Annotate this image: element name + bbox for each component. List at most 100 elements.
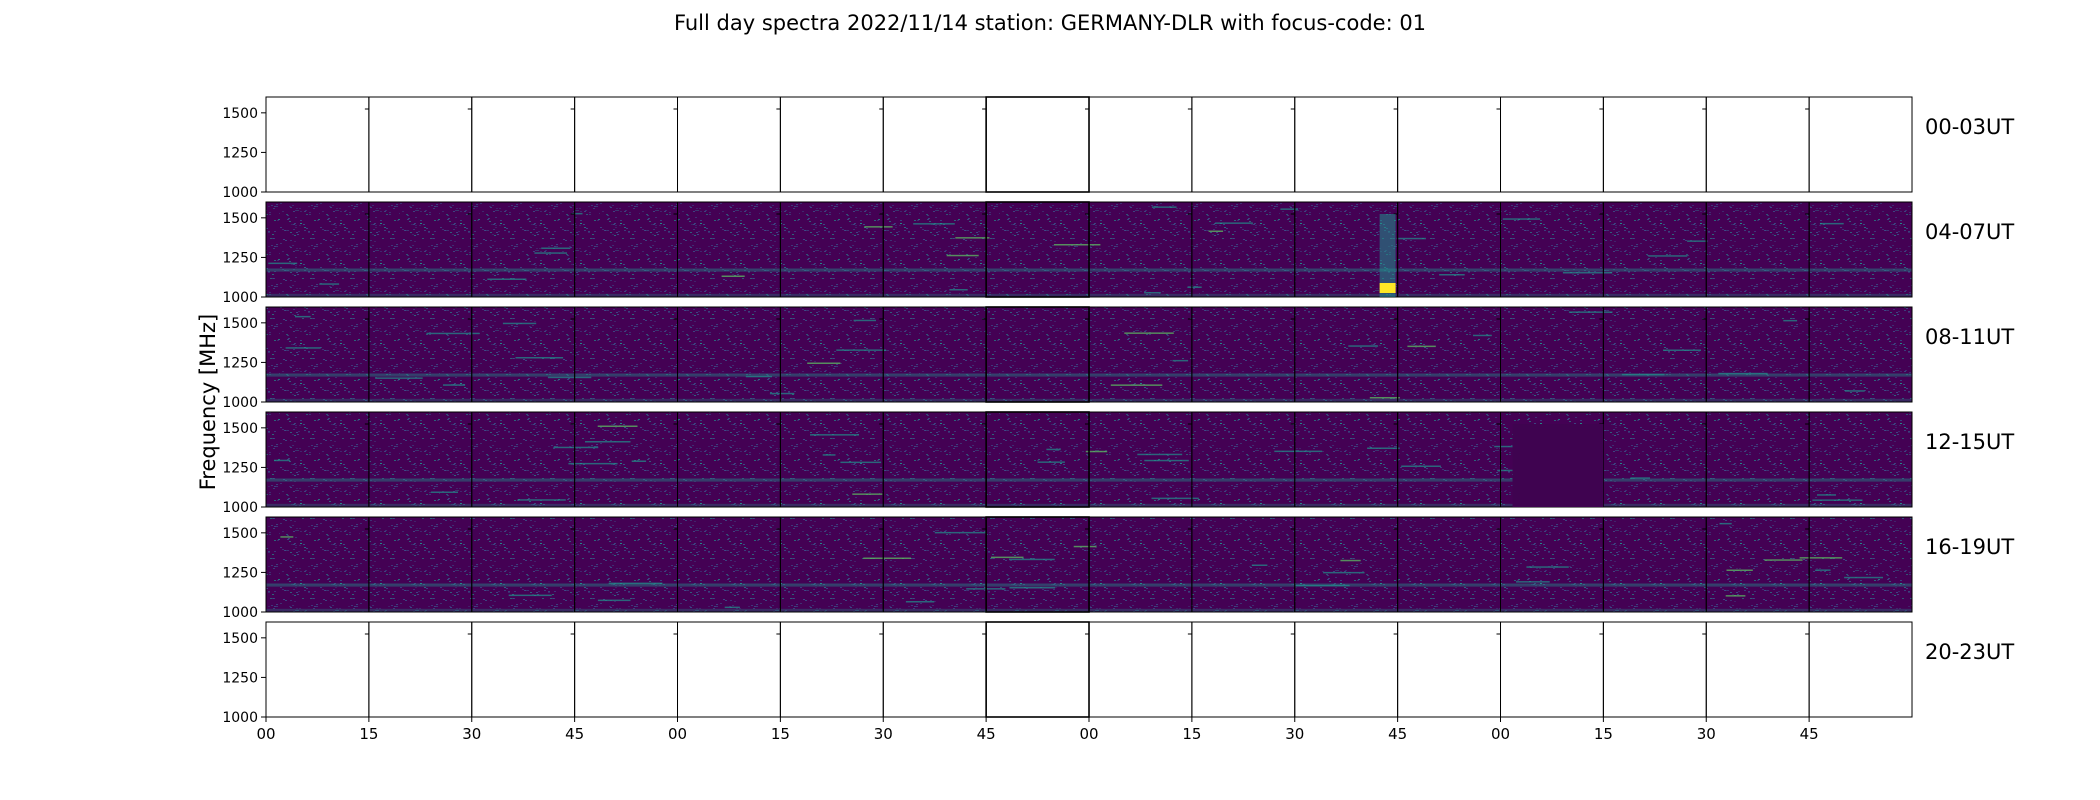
signal-trace (1783, 319, 1798, 322)
signal-trace (430, 491, 458, 493)
dropout-block (1512, 424, 1604, 507)
x-tick-label: 30 (1697, 725, 1716, 743)
segment-frame (1808, 306, 1913, 403)
y-tick-label: 1250 (222, 670, 258, 686)
x-tick-label: 45 (1388, 725, 1407, 743)
segment-frame (1808, 411, 1913, 508)
signal-trace (1295, 584, 1350, 587)
x-tick-label: 30 (1285, 725, 1304, 743)
y-tick-label: 1500 (222, 421, 258, 437)
signal-trace (541, 247, 571, 249)
row-label-00-03UT: 00-03UT (1925, 115, 2015, 139)
signal-trace (724, 606, 740, 609)
signal-trace (285, 347, 321, 349)
y-tick-label: 1250 (222, 355, 258, 371)
signal-trace (1251, 564, 1268, 566)
signal-trace (1817, 494, 1836, 496)
row-label-04-07UT: 04-07UT (1925, 220, 2015, 244)
signal-trace (443, 384, 466, 386)
x-tick-label: 15 (359, 725, 378, 743)
signal-trace (1568, 311, 1613, 313)
x-tick-label: 15 (1182, 725, 1201, 743)
signal-trace (913, 223, 955, 225)
signal-trace (1369, 397, 1400, 399)
signal-trace (721, 275, 745, 277)
signal-trace (863, 557, 911, 559)
signal-trace (1144, 292, 1161, 294)
signal-trace (840, 461, 882, 464)
signal-trace (1187, 286, 1202, 288)
signal-trace (571, 212, 583, 215)
burst-column (1379, 214, 1396, 297)
signal-trace (1718, 372, 1768, 375)
signal-trace (1812, 499, 1863, 501)
signal-trace (1009, 558, 1055, 561)
x-tick-label: 00 (256, 725, 275, 743)
signal-trace (1137, 453, 1183, 456)
signal-trace (553, 446, 599, 449)
signal-trace (1725, 595, 1746, 597)
row-label-16-19UT: 16-19UT (1925, 535, 2015, 559)
y-tick-label: 1250 (222, 250, 258, 266)
signal-trace (1073, 545, 1097, 548)
signal-trace (1323, 571, 1365, 574)
x-tick-label: 00 (1491, 725, 1510, 743)
signal-trace (1144, 459, 1189, 462)
signal-trace (807, 362, 841, 364)
signal-trace (852, 493, 883, 495)
x-tick-label: 30 (462, 725, 481, 743)
segment-frame (1808, 516, 1913, 613)
signal-trace (534, 252, 567, 254)
signal-trace (1280, 208, 1299, 210)
y-tick-label: 1000 (222, 290, 258, 306)
signal-trace (1502, 218, 1541, 220)
signal-trace (949, 289, 968, 291)
x-tick-label: 45 (1800, 725, 1819, 743)
signal-trace (1208, 230, 1224, 232)
signal-trace (1407, 345, 1436, 348)
signal-trace (1274, 450, 1323, 453)
signal-trace (1621, 373, 1665, 376)
signal-trace (836, 349, 887, 351)
signal-trace (426, 332, 480, 335)
signal-trace (274, 459, 291, 462)
signal-trace (1009, 587, 1056, 589)
signal-trace (597, 425, 638, 427)
signal-trace (502, 322, 537, 325)
signal-trace (769, 392, 795, 395)
signal-trace (1473, 334, 1492, 337)
signal-trace (745, 375, 772, 378)
signal-trace (1367, 447, 1400, 449)
signal-trace (608, 582, 663, 585)
signal-trace (295, 315, 311, 318)
signal-trace (1053, 244, 1101, 246)
signal-trace (585, 441, 631, 443)
x-tick-label: 45 (977, 725, 996, 743)
row-label-20-23UT: 20-23UT (1925, 640, 2015, 664)
segment-frame (1808, 621, 1913, 718)
signal-trace (1046, 448, 1061, 451)
signal-trace (631, 460, 647, 462)
signal-trace (508, 594, 552, 597)
signal-trace (822, 454, 836, 456)
signal-trace (568, 462, 618, 465)
signal-trace (1151, 206, 1177, 208)
y-tick-label: 1250 (222, 145, 258, 161)
signal-trace (1085, 450, 1108, 453)
signal-trace (864, 226, 893, 228)
burst-peak (1379, 283, 1396, 293)
y-tick-label: 1000 (222, 500, 258, 516)
signal-trace (1215, 222, 1253, 224)
y-tick-label: 1500 (222, 316, 258, 332)
y-tick-label: 1250 (222, 565, 258, 581)
signal-trace (1151, 497, 1199, 500)
signal-trace (1562, 272, 1613, 274)
signal-trace (1172, 359, 1189, 362)
signal-trace (1124, 332, 1174, 334)
signal-trace (946, 254, 979, 257)
signal-trace (1348, 345, 1379, 347)
signal-trace (810, 434, 859, 436)
chart-title: Full day spectra 2022/11/14 station: GER… (673, 11, 1427, 35)
segment-frame (1808, 201, 1913, 298)
